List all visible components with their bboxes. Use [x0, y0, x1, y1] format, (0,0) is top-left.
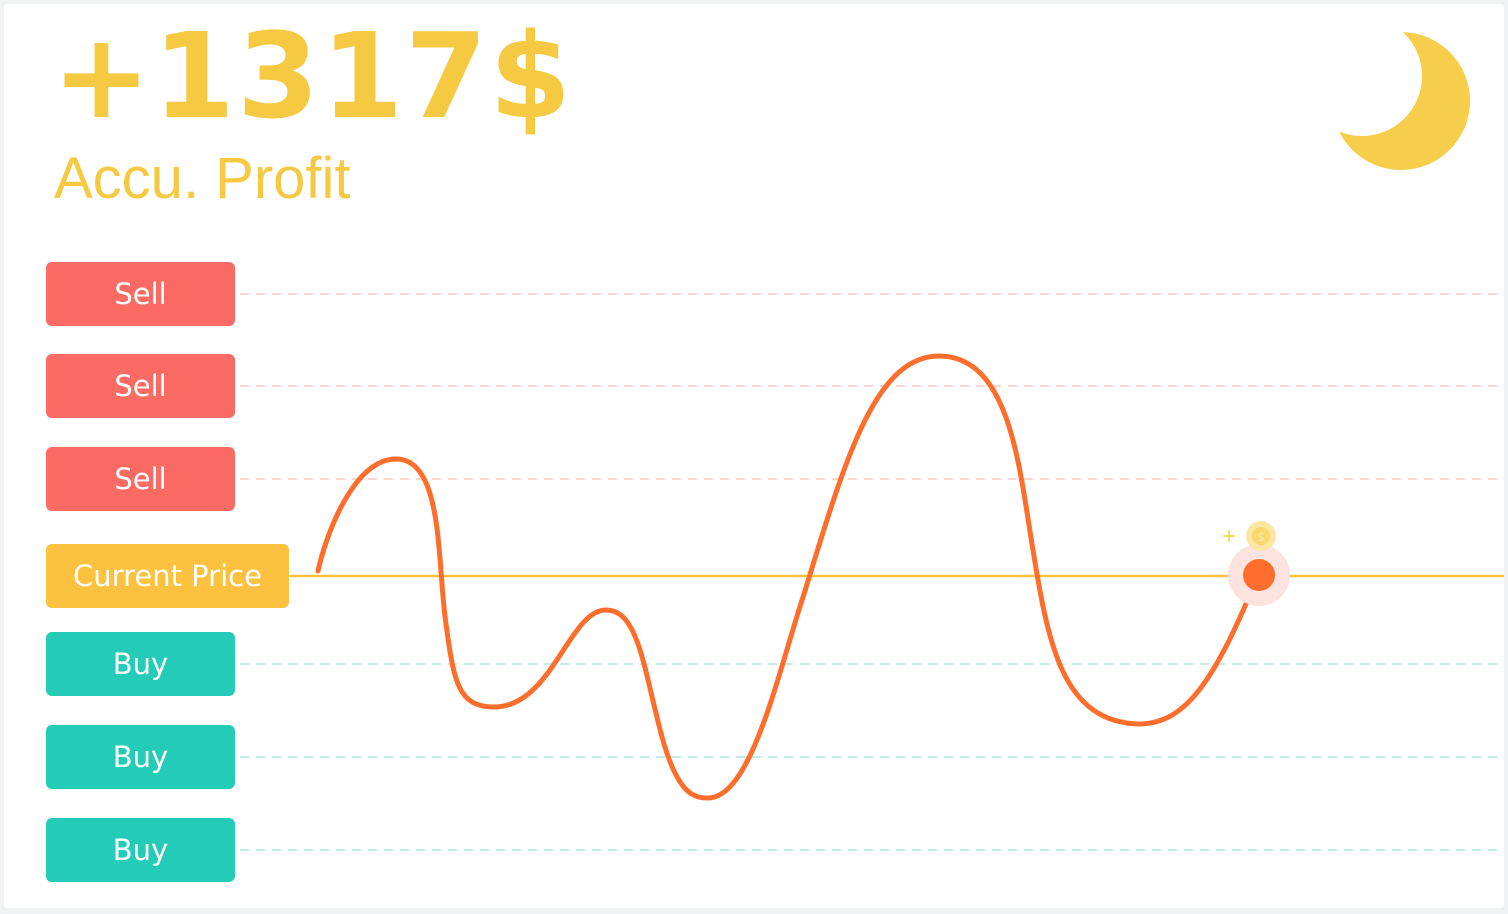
price-curve [315, 353, 1261, 801]
buy-level-button[interactable]: Buy [46, 725, 235, 789]
moon-icon[interactable] [1326, 26, 1472, 172]
buy-level-button[interactable]: Buy [46, 818, 235, 882]
accumulated-profit-value: +1317$ [52, 7, 574, 145]
accumulated-profit-label: Accu. Profit [54, 146, 351, 211]
buy-level-button[interactable]: Buy [46, 632, 235, 696]
sell-level-button[interactable]: Sell [46, 262, 235, 326]
grid-trading-card: +1317$ Accu. Profit $ [4, 4, 1504, 908]
current-price-button[interactable]: Current Price [46, 544, 289, 608]
current-price-point [1243, 559, 1275, 591]
dollar-coin-icon: $ [1246, 521, 1276, 551]
svg-text:$: $ [1257, 530, 1265, 544]
sell-level-button[interactable]: Sell [46, 447, 235, 511]
sparkle-icon [1223, 530, 1235, 542]
sell-level-button[interactable]: Sell [46, 354, 235, 418]
price-chart: $ [240, 293, 1504, 851]
